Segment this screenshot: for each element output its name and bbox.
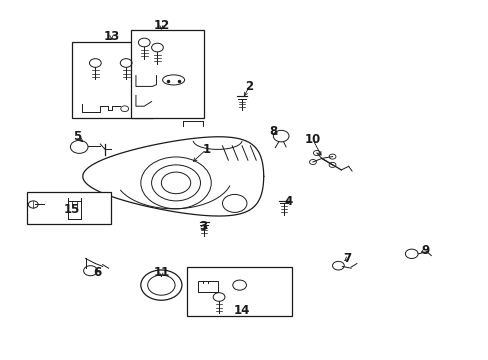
Bar xyxy=(27,192,111,224)
Text: 2: 2 xyxy=(245,80,253,93)
Text: 14: 14 xyxy=(233,304,250,317)
Text: 3: 3 xyxy=(199,220,206,233)
Text: 9: 9 xyxy=(421,244,428,257)
Text: 5: 5 xyxy=(73,130,81,143)
Text: 13: 13 xyxy=(103,30,120,42)
Bar xyxy=(198,281,217,292)
Text: 11: 11 xyxy=(153,266,169,279)
Text: 4: 4 xyxy=(284,195,292,208)
Text: 7: 7 xyxy=(343,252,350,265)
Text: 8: 8 xyxy=(269,125,277,138)
Bar xyxy=(131,30,204,118)
Text: 12: 12 xyxy=(153,19,169,32)
Text: 6: 6 xyxy=(94,266,102,279)
Text: 15: 15 xyxy=(64,203,81,216)
Bar xyxy=(72,42,152,118)
Text: 10: 10 xyxy=(304,133,321,146)
Text: 1: 1 xyxy=(202,143,210,156)
Bar xyxy=(186,267,292,316)
